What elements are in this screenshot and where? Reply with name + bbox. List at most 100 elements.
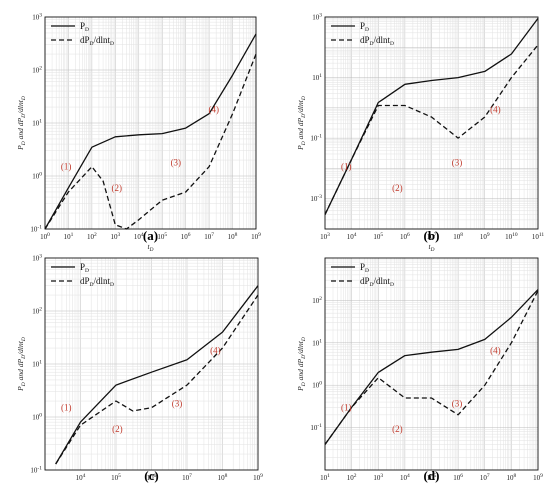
plot-frame bbox=[324, 257, 539, 471]
regime-label: (1) bbox=[61, 162, 72, 172]
y-tick-label: 103 bbox=[312, 13, 322, 22]
legend-label: dPD​/dlntD​ bbox=[80, 276, 114, 288]
regime-label: (2) bbox=[111, 183, 122, 193]
x-tick-label: 104 bbox=[76, 473, 86, 482]
x-tick-label: 1011 bbox=[532, 232, 545, 241]
x-tick-label: 109 bbox=[251, 232, 261, 241]
y-tick-label: 100 bbox=[32, 172, 42, 181]
x-tick-label: 107 bbox=[204, 232, 214, 241]
x-tick-label: 104 bbox=[134, 232, 144, 241]
regime-label: (4) bbox=[490, 104, 501, 114]
x-tick-label: 103 bbox=[320, 232, 330, 241]
x-tick-label: 106 bbox=[181, 232, 191, 241]
y-tick-label: 10-1 bbox=[310, 423, 322, 432]
series-line-pd bbox=[55, 285, 259, 465]
y-tick-label: 102 bbox=[32, 307, 42, 316]
series-line-pd bbox=[324, 289, 539, 445]
x-tick-label: 109 bbox=[253, 473, 263, 482]
y-axis-label: PD​ and dPD​/dlntD​ bbox=[16, 96, 27, 151]
y-tick-label: 10-1 bbox=[310, 134, 322, 143]
x-tick-label: 105 bbox=[111, 473, 121, 482]
x-tick-label: 106 bbox=[400, 232, 410, 241]
x-tick-label: 109 bbox=[480, 232, 490, 241]
y-tick-label: 101 bbox=[312, 338, 322, 347]
legend: PD​ dPD​/dlntD​ bbox=[51, 262, 114, 288]
y-tick-label: 100 bbox=[32, 413, 42, 422]
x-tick-label: 102 bbox=[347, 473, 357, 482]
y-axis-label: PD​ and dPD​/dlntD​ bbox=[296, 96, 307, 151]
y-tick-label: 10-1 bbox=[30, 466, 42, 475]
panel-caption: (a) bbox=[143, 228, 158, 243]
regime-label: (3) bbox=[452, 157, 463, 167]
panel-caption: (c) bbox=[144, 468, 158, 483]
legend: PD​ dPD​/dlntD​ bbox=[331, 21, 394, 47]
regime-label: (2) bbox=[392, 424, 403, 434]
x-tick-label: 102 bbox=[87, 232, 97, 241]
y-tick-label: 10-1 bbox=[30, 225, 42, 234]
y-tick-label: 10-3 bbox=[310, 194, 322, 203]
chart-panel-3: 10410510610710810910-1100101102103tD​PD​… bbox=[16, 254, 263, 484]
x-tick-label: 108 bbox=[507, 473, 517, 482]
regime-label: (1) bbox=[341, 162, 352, 172]
x-tick-label: 108 bbox=[453, 232, 463, 241]
x-tick-label: 104 bbox=[400, 473, 410, 482]
y-tick-label: 102 bbox=[312, 296, 322, 305]
y-tick-label: 103 bbox=[32, 13, 42, 22]
x-tick-label: 106 bbox=[147, 473, 157, 482]
x-tick-label: 105 bbox=[373, 232, 383, 241]
x-tick-label: 107 bbox=[480, 473, 490, 482]
x-tick-label: 108 bbox=[228, 232, 238, 241]
regime-label: (4) bbox=[490, 345, 501, 355]
x-tick-label: 108 bbox=[218, 473, 228, 482]
legend: PD​ dPD​/dlntD​ bbox=[51, 21, 114, 47]
regime-label: (3) bbox=[171, 157, 182, 167]
y-tick-label: 103 bbox=[32, 254, 42, 263]
y-tick-label: 101 bbox=[312, 73, 322, 82]
chart-panel-1: 100 101 102 103 104 105 106 107 108 10910-1100101… bbox=[16, 13, 261, 254]
regime-label: (4) bbox=[210, 345, 221, 355]
series-line-derivative bbox=[44, 53, 257, 230]
x-tick-label: 101 bbox=[320, 473, 330, 482]
y-axis-label: PD​ and dPD​/dlntD​ bbox=[16, 337, 27, 392]
regime-label: (3) bbox=[452, 398, 463, 408]
legend: PD​ dPD​/dlntD​ bbox=[331, 262, 394, 288]
series-line-derivative bbox=[324, 44, 539, 215]
legend-label: PD​ bbox=[360, 21, 369, 33]
plot-frame bbox=[44, 257, 259, 471]
x-tick-label: 105 bbox=[427, 473, 437, 482]
x-tick-label: 103 bbox=[110, 232, 120, 241]
x-tick-label: 103 bbox=[373, 473, 383, 482]
regime-label: (4) bbox=[209, 104, 220, 114]
x-tick-label: 107 bbox=[182, 473, 192, 482]
plot-frame bbox=[324, 16, 539, 230]
y-axis-label: PD​ and dPD​/dlntD​ bbox=[296, 337, 307, 392]
legend-label: PD​ bbox=[80, 21, 89, 33]
legend-label: PD​ bbox=[360, 262, 369, 274]
panel-caption: (d) bbox=[424, 468, 440, 483]
regime-label: (1) bbox=[61, 403, 72, 413]
x-axis-label: tD​ bbox=[147, 242, 153, 253]
x-tick-label: 107 bbox=[427, 232, 437, 241]
y-tick-label: 100 bbox=[312, 381, 322, 390]
chart-panel-2: 103 104 105 106 107 108 109 1010 1011 10-3 10-1 101… bbox=[296, 13, 544, 254]
legend-label: dPD​/dlntD​ bbox=[360, 35, 394, 47]
x-tick-label: 100 bbox=[40, 232, 50, 241]
x-tick-label: 109 bbox=[533, 473, 543, 482]
x-tick-label: 106 bbox=[453, 473, 463, 482]
legend-label: PD​ bbox=[80, 262, 89, 274]
y-tick-label: 101 bbox=[32, 119, 42, 128]
panel-caption: (b) bbox=[424, 228, 440, 243]
regime-label: (2) bbox=[112, 424, 123, 434]
x-tick-label: 101 bbox=[64, 232, 74, 241]
regime-label: (1) bbox=[341, 403, 352, 413]
legend-label: dPD​/dlntD​ bbox=[80, 35, 114, 47]
series-line-derivative bbox=[55, 294, 259, 465]
legend-label: dPD​/dlntD​ bbox=[360, 276, 394, 288]
plot-frame bbox=[44, 16, 257, 230]
chart-panel-4: 101 102 103 104 105 106 107 108 109 10-1 100 101 102… bbox=[296, 257, 543, 484]
x-tick-label: 1010 bbox=[505, 232, 518, 241]
x-tick-label: 104 bbox=[347, 232, 357, 241]
series-line-derivative bbox=[324, 290, 539, 445]
x-tick-label: 105 bbox=[157, 232, 167, 241]
